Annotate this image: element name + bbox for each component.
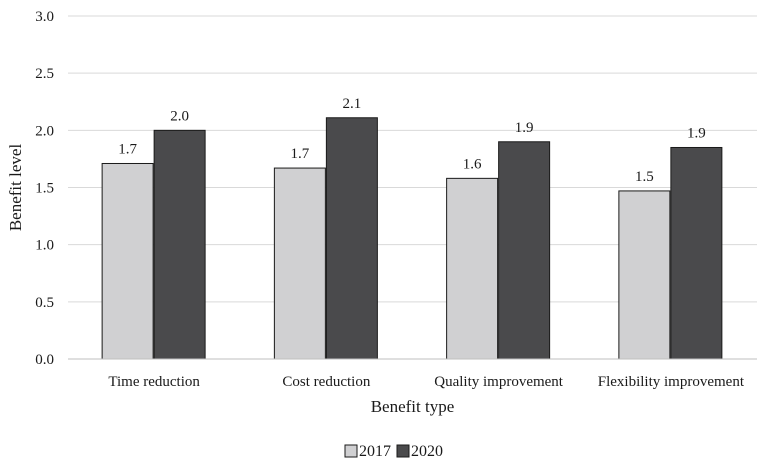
legend: 2017 2020 [344, 443, 443, 460]
legend-swatch-2020 [396, 444, 410, 458]
x-tick-label: Flexibility improvement [598, 374, 745, 390]
x-tick-label: Cost reduction [282, 374, 370, 390]
x-tick-label: Quality improvement [434, 374, 564, 390]
bar-2020-1 [325, 117, 378, 360]
data-label: 1.9 [687, 125, 706, 141]
data-label: 1.6 [463, 156, 482, 172]
data-label: 1.7 [291, 146, 310, 162]
data-label: 2.1 [343, 96, 362, 112]
bar-2020-2 [498, 141, 551, 360]
x-axis-label: Benefit type [371, 397, 455, 416]
x-axis-ticks: Time reduction Cost reduction Quality impr… [108, 374, 744, 390]
data-labels: 1.7 2.0 1.7 2.1 1.6 1.9 1.5 1.9 [118, 96, 706, 185]
bar-2017-1 [273, 167, 326, 360]
data-label: 1.5 [635, 169, 654, 185]
y-tick-label: 0.5 [35, 295, 54, 311]
y-tick-label: 0.0 [35, 352, 54, 368]
y-tick-label: 3.0 [35, 9, 54, 25]
data-label: 1.7 [118, 141, 137, 157]
bar-2020-0 [153, 129, 206, 360]
bar-2017-0 [101, 162, 154, 360]
bars [101, 117, 723, 360]
legend-swatch-2017 [344, 444, 358, 458]
legend-label: 2020 [411, 443, 443, 460]
data-label: 1.9 [515, 120, 534, 136]
y-tick-label: 2.5 [35, 66, 54, 82]
bar-2017-2 [446, 177, 499, 360]
y-tick-label: 1.5 [35, 181, 54, 197]
data-label: 2.0 [170, 108, 189, 124]
y-tick-label: 2.0 [35, 123, 54, 139]
y-axis-label: Benefit level [6, 144, 25, 232]
y-tick-label: 1.0 [35, 238, 54, 254]
bar-2017-3 [618, 190, 671, 360]
legend-label: 2017 [359, 443, 391, 460]
bar-2020-3 [670, 146, 723, 360]
y-axis-ticks: 0.0 0.5 1.0 1.5 2.0 2.5 3.0 [35, 9, 54, 368]
x-tick-label: Time reduction [108, 374, 200, 390]
